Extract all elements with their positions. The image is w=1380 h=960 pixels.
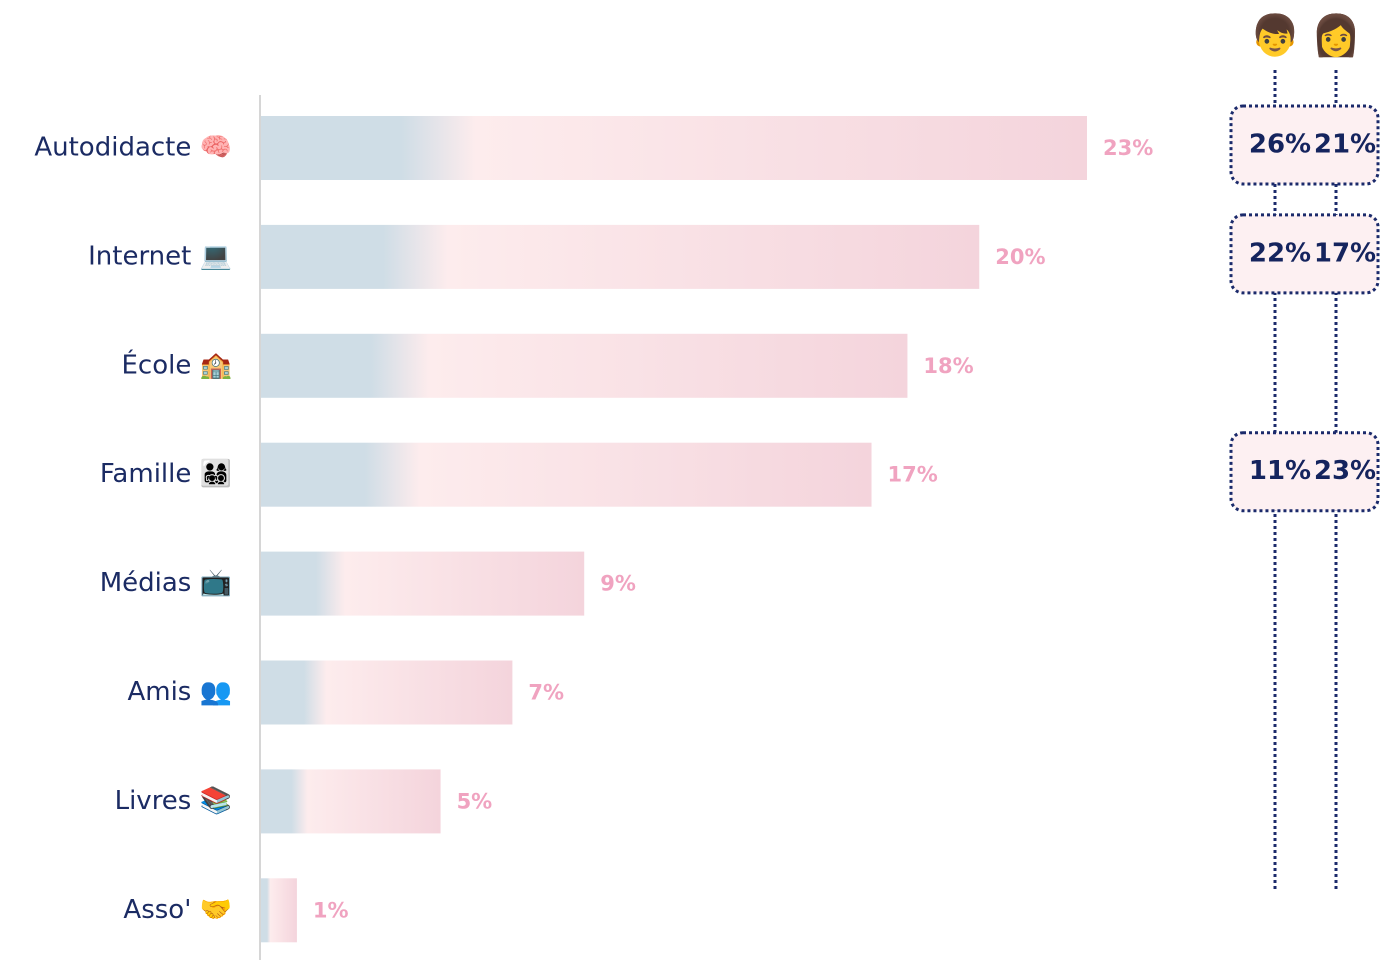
breakdown-box: [1229, 104, 1380, 186]
bar: [261, 333, 908, 398]
breakdown-value: 21%: [1314, 130, 1376, 160]
bar: [261, 769, 441, 834]
breakdown-box: [1229, 431, 1380, 513]
value-label: 18%: [923, 354, 973, 378]
bar: [261, 660, 513, 725]
value-label: 17%: [888, 463, 938, 487]
category-label: Livres 📚: [115, 786, 232, 816]
value-label: 9%: [600, 572, 636, 596]
category-label: Famille 👨‍👩‍👧‍👦: [100, 458, 232, 489]
category-label: Asso' 🤝: [123, 895, 232, 925]
bar: [261, 224, 980, 289]
bar: [261, 442, 872, 507]
category-label: Amis 👥: [127, 677, 232, 707]
value-label: 23%: [1103, 136, 1153, 160]
breakdown-value: 26%: [1249, 130, 1311, 160]
breakdown-value: 23%: [1314, 456, 1376, 486]
category-label: École 🏫: [122, 348, 233, 380]
value-label: 5%: [457, 789, 493, 813]
breakdown-value: 22%: [1249, 238, 1311, 268]
category-label: Autodidacte 🧠: [34, 133, 232, 163]
category-label: Médias 📺: [100, 568, 232, 598]
breakdown-box: [1229, 213, 1380, 295]
bar: [261, 878, 297, 943]
bar: [261, 116, 1087, 180]
bar: [261, 551, 585, 616]
value-label: 20%: [995, 245, 1045, 269]
value-label: 1%: [313, 898, 349, 922]
value-label: 7%: [528, 681, 564, 705]
breakdown-value: 17%: [1314, 238, 1376, 268]
group-icon: 👦: [1250, 12, 1300, 59]
category-label: Internet 💻: [88, 241, 232, 271]
group-icon: 👩: [1311, 12, 1361, 59]
breakdown-value: 11%: [1249, 456, 1311, 486]
